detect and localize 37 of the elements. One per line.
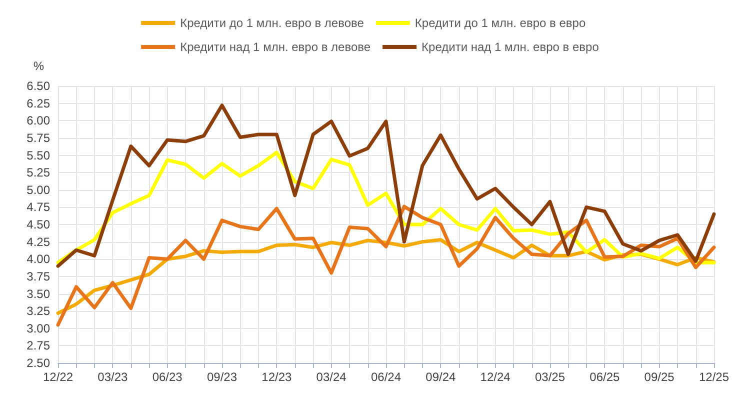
y-tick-label: 6.25 bbox=[26, 96, 50, 110]
x-tick-label: 03/25 bbox=[534, 370, 566, 384]
y-tick-label: 5.00 bbox=[26, 182, 50, 197]
y-axis-title: % bbox=[33, 59, 44, 73]
y-tick-label: 3.25 bbox=[26, 304, 50, 318]
y-tick-label: 5.25 bbox=[26, 166, 50, 180]
legend-label: Кредити над 1 млн. евро в евро bbox=[422, 40, 600, 54]
x-tick-label: 09/25 bbox=[644, 370, 675, 384]
x-tick-label: 09/24 bbox=[426, 370, 456, 384]
x-tick-label: 12/23 bbox=[262, 370, 292, 384]
y-tick-label: 2.75 bbox=[26, 338, 50, 353]
y-tick-label: 4.50 bbox=[26, 218, 50, 232]
y-tick-label: 4.00 bbox=[26, 252, 50, 266]
y-tick-label: 3.75 bbox=[26, 269, 50, 284]
x-tick-label: 03/23 bbox=[98, 370, 128, 384]
y-tick-label: 3.50 bbox=[26, 286, 50, 301]
y-tick-label: 5.50 bbox=[26, 148, 50, 162]
legend-label: Кредити до 1 млн. евро в левове bbox=[180, 16, 364, 30]
y-tick-label: 4.75 bbox=[26, 200, 50, 214]
y-tick-label: 5.75 bbox=[26, 130, 50, 145]
y-tick-label: 6.50 bbox=[26, 79, 50, 93]
x-tick-label: 03/24 bbox=[316, 370, 347, 384]
y-tick-label: 4.25 bbox=[26, 234, 50, 249]
legend-label: Кредити до 1 млн. евро в евро bbox=[414, 16, 586, 30]
line-series bbox=[56, 204, 716, 327]
x-tick-label: 06/24 bbox=[370, 370, 402, 384]
x-tick-label: 09/23 bbox=[206, 370, 238, 384]
x-tick-label: 12/25 bbox=[698, 370, 730, 384]
y-tick-label: 6.00 bbox=[26, 114, 50, 128]
y-tick-label: 2.50 bbox=[26, 356, 50, 370]
x-tick-label: 12/24 bbox=[480, 370, 511, 384]
line-series bbox=[56, 104, 716, 268]
x-tick-label: 06/23 bbox=[152, 370, 183, 384]
x-tick-label: 06/25 bbox=[590, 370, 620, 384]
y-tick-label: 3.00 bbox=[26, 321, 50, 336]
legend-label: Кредити над 1 млн. евро в левове bbox=[180, 40, 371, 54]
x-tick-label: 12/22 bbox=[42, 370, 74, 384]
